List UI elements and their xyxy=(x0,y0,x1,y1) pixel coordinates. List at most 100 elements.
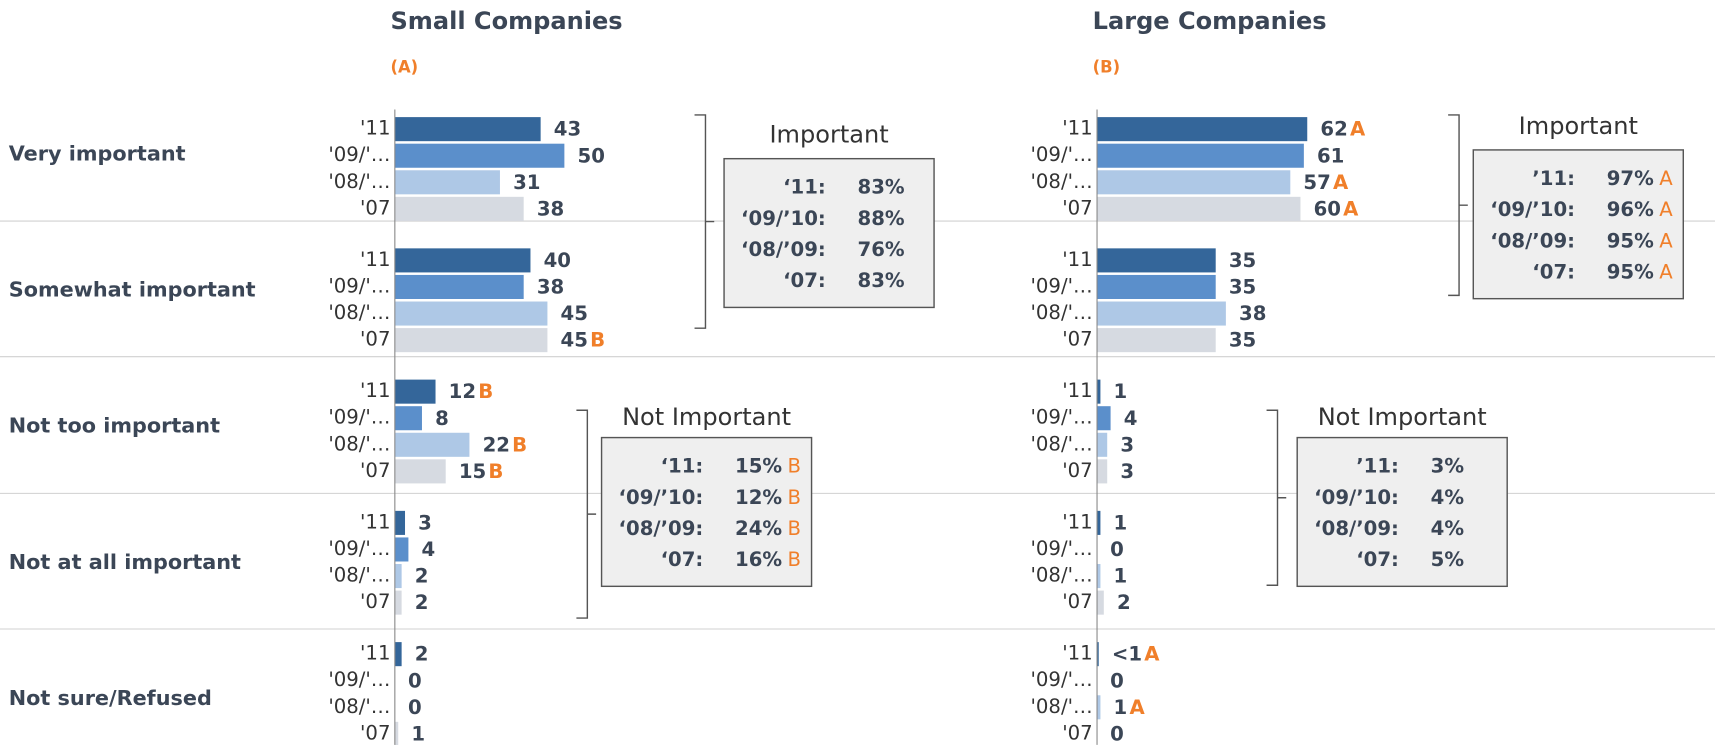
bar xyxy=(1097,301,1226,326)
series-label: '09/'… xyxy=(1031,143,1093,166)
summary-box xyxy=(600,436,813,588)
summary-title: Important xyxy=(1519,112,1638,140)
value-label: 4 xyxy=(422,538,436,561)
series-label: '08/'… xyxy=(328,695,390,718)
series-label: '11 xyxy=(360,510,390,533)
summary-value: 76% xyxy=(858,238,905,261)
series-label: '08/'… xyxy=(328,564,390,587)
summary-value: 88% xyxy=(858,207,905,230)
summary-value: 3% xyxy=(1431,455,1465,478)
bar xyxy=(1097,117,1308,142)
series-label: '11 xyxy=(1062,117,1092,140)
value-label: 0 xyxy=(1110,722,1124,745)
bar xyxy=(1097,143,1304,168)
summary-title: Important xyxy=(769,121,888,149)
panel-title: Large Companies xyxy=(1093,7,1327,35)
value-label: <1 xyxy=(1112,643,1142,666)
summary-box xyxy=(723,157,935,309)
bar xyxy=(1097,695,1101,720)
bar xyxy=(1097,196,1301,221)
bar xyxy=(394,274,524,299)
summary-label: ‘09/’10: xyxy=(619,486,704,509)
series-label: '09/'… xyxy=(328,537,390,560)
row-label: Very important xyxy=(9,141,186,165)
summary-significance: B xyxy=(788,486,802,509)
value-label: 50 xyxy=(578,144,605,167)
summary-label: ‘08/’09: xyxy=(1490,229,1575,252)
series-label: '08/'… xyxy=(1031,170,1093,193)
series-label: '11 xyxy=(1062,510,1092,533)
value-label: 1 xyxy=(411,722,425,745)
significance: A xyxy=(1129,696,1145,719)
value-label: 38 xyxy=(537,276,564,299)
summary-label: ‘08/’09: xyxy=(741,238,826,261)
summary-significance: B xyxy=(788,548,802,571)
summary-significance: B xyxy=(788,517,802,540)
series-label: '09/'… xyxy=(328,406,390,429)
bar xyxy=(394,196,524,221)
value-label: 3 xyxy=(1120,460,1134,483)
bar xyxy=(394,564,402,589)
summary-label: ‘08/’09: xyxy=(619,517,704,540)
summary-value: 95% xyxy=(1607,260,1654,283)
series-label: '11 xyxy=(1062,642,1092,665)
panel-subtitle: (B) xyxy=(1093,57,1120,76)
summary-title: Not Important xyxy=(1318,403,1487,431)
series-label: '09/'… xyxy=(1031,537,1093,560)
value-label: 45 xyxy=(561,302,588,325)
value-label: 35 xyxy=(1229,276,1256,299)
significance: B xyxy=(512,433,527,456)
bar xyxy=(394,301,548,326)
panel-title: Small Companies xyxy=(390,7,622,35)
value-label: 15 xyxy=(459,460,486,483)
series-label: '08/'… xyxy=(1031,695,1093,718)
summary-label: ‘07: xyxy=(1356,548,1399,571)
bar xyxy=(394,406,422,431)
series-label: '07 xyxy=(360,328,390,351)
series-label: '11 xyxy=(360,379,390,402)
summary-label: ‘09/’10: xyxy=(741,207,826,230)
value-label: 2 xyxy=(415,643,429,666)
bar xyxy=(394,117,541,142)
summary-label: ‘07: xyxy=(783,269,826,292)
summary-significance: A xyxy=(1659,198,1673,221)
significance: B xyxy=(590,329,605,352)
value-label: 61 xyxy=(1317,144,1344,167)
significance: A xyxy=(1333,171,1349,194)
series-label: '11 xyxy=(360,642,390,665)
summary-value: 16% xyxy=(735,548,782,571)
value-label: 38 xyxy=(537,197,564,220)
summary-label: ’11: xyxy=(1532,167,1575,190)
summary-label: ‘07: xyxy=(1532,260,1575,283)
summary-value: 4% xyxy=(1431,517,1465,540)
value-label: 3 xyxy=(1120,433,1134,456)
bar xyxy=(1097,248,1216,273)
bar xyxy=(394,170,500,195)
bar xyxy=(1097,432,1108,457)
series-label: '07 xyxy=(360,590,390,613)
value-label: 8 xyxy=(435,407,449,430)
value-label: 1 xyxy=(1114,696,1128,719)
summary-label: ‘11: xyxy=(661,455,704,478)
bracket xyxy=(576,409,597,619)
bar xyxy=(1097,459,1108,484)
value-label: 22 xyxy=(483,433,510,456)
summary-significance: A xyxy=(1659,167,1673,190)
significance: B xyxy=(488,460,503,483)
value-label: 3 xyxy=(418,511,432,534)
bar xyxy=(394,459,446,484)
value-label: 45 xyxy=(561,329,588,352)
summary-label: ‘09/’10: xyxy=(1314,486,1399,509)
series-label: '07 xyxy=(360,459,390,482)
series-label: '07 xyxy=(1062,721,1092,744)
value-label: 0 xyxy=(1110,669,1124,692)
series-label: '07 xyxy=(360,721,390,744)
summary-value: 24% xyxy=(735,517,782,540)
bar xyxy=(1097,328,1216,353)
value-label: 12 xyxy=(449,380,476,403)
bar xyxy=(394,248,531,273)
summary-significance: A xyxy=(1659,229,1673,252)
value-label: 2 xyxy=(415,591,429,614)
row-label: Somewhat important xyxy=(9,277,256,301)
series-label: '08/'… xyxy=(1031,564,1093,587)
